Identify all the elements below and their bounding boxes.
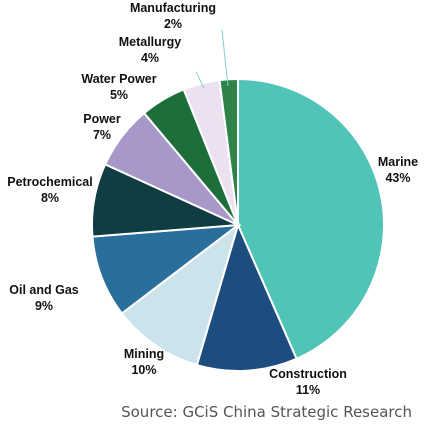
slice-mining [120,222,240,367]
pie-slices [91,77,385,372]
slice-oil-and-gas [91,223,242,315]
label-manufacturing: Manufacturing 2% [130,1,216,31]
slice-manufacturing [218,77,239,226]
label-petrochemical: Petrochemical 8% [7,175,92,205]
label-mining: Mining 10% [124,347,164,377]
label-water-power: Water Power 5% [81,72,156,102]
slice-marine [237,77,385,361]
leader-metallurgy [195,71,205,89]
label-power: Power 7% [83,112,121,142]
slice-construction [195,222,298,372]
leader-lines [195,29,229,89]
source-note: Source: GCiS China Strategic Research [121,403,412,421]
label-marine: Marine 43% [378,155,418,185]
leader-manufacturing [221,29,229,87]
label-metallurgy: Metallurgy 4% [119,35,182,65]
label-construction: Construction 11% [269,367,347,397]
slice-labels: Marine 43% Construction 11% Mining 10% Oil and… [7,1,418,397]
label-oil-and-gas: Oil and Gas 9% [9,283,79,313]
